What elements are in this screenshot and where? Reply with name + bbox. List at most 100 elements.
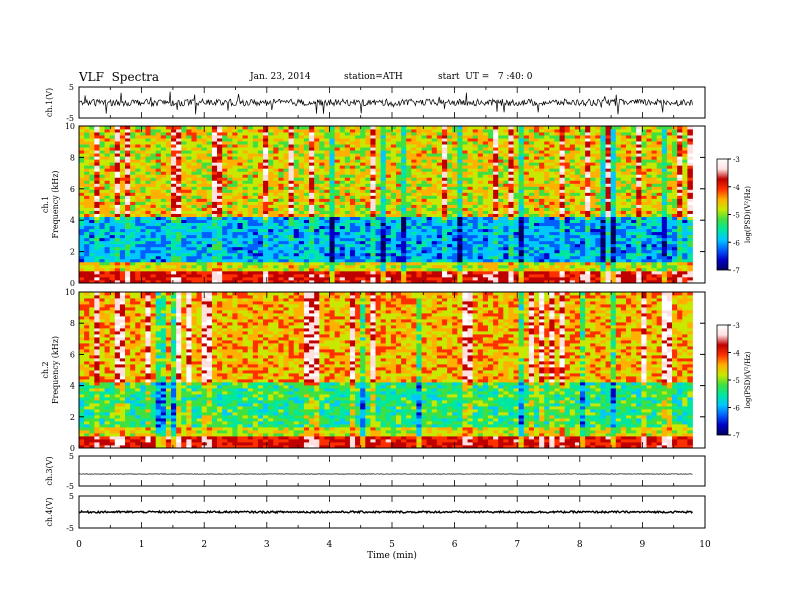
spectrogram-cell: [636, 177, 642, 181]
spectrogram-cell: [595, 180, 601, 184]
spectrogram-cell: [181, 276, 187, 281]
spectrogram-cell: [150, 261, 157, 266]
spectrogram-cell: [135, 276, 141, 281]
spectrogram-cell: [344, 195, 351, 199]
spectrogram-cell: [114, 264, 121, 269]
spectrogram-cell: [508, 231, 514, 236]
spectrogram-cell: [247, 246, 254, 251]
spectrogram-cell: [135, 192, 141, 196]
spectrogram-cell: [263, 219, 269, 224]
spectrogram-cell: [615, 201, 622, 205]
spectrogram-cell: [513, 261, 520, 266]
spectrogram-cell: [590, 165, 596, 169]
spectrogram-cell: [227, 225, 233, 230]
spectrogram-cell: [431, 267, 438, 272]
spectrogram-cell: [329, 195, 336, 199]
spectrogram-cell: [125, 222, 131, 227]
spectrogram-cell: [140, 273, 146, 278]
spectrogram-cell: [109, 183, 116, 187]
spectrogram-cell: [641, 210, 647, 214]
spectrogram-cell: [298, 246, 305, 251]
spectrogram-cell: [380, 216, 387, 220]
spectrogram-cell: [206, 240, 213, 245]
spectrogram-cell: [119, 180, 126, 184]
spectrogram-cell: [293, 258, 300, 263]
spectrogram-cell: [487, 276, 494, 281]
spectrogram-cell: [651, 162, 658, 166]
spectrogram-cell: [620, 249, 627, 254]
spectrogram-cell: [600, 252, 606, 257]
spectrogram-cell: [349, 276, 356, 281]
spectrogram-cell: [237, 279, 243, 284]
spectrogram-cell: [288, 270, 295, 275]
spectrogram-cell: [309, 204, 315, 208]
spectrogram-cell: [206, 162, 213, 166]
spectrogram-cell: [677, 192, 683, 196]
spectrogram-cell: [303, 168, 310, 172]
spectrogram-cell: [329, 180, 336, 184]
spectrogram-cell: [94, 177, 100, 181]
spectrogram-cell: [528, 216, 535, 220]
spectrogram-cell: [365, 243, 371, 248]
spectrogram-cell: [682, 276, 688, 281]
spectrogram-cell: [528, 267, 535, 272]
spectrogram-cell: [314, 234, 320, 239]
spectrogram-cell: [457, 204, 463, 208]
spectrogram-cell: [651, 228, 658, 233]
spectrogram-cell: [99, 231, 105, 236]
spectrogram-cell: [160, 174, 167, 178]
spectrogram-cell: [595, 264, 601, 269]
spectrogram-cell: [263, 243, 269, 248]
spectrogram-cell: [84, 195, 90, 199]
spectrogram-cell: [544, 195, 550, 199]
spectrogram-cell: [196, 225, 203, 230]
spectrogram-cell: [656, 189, 663, 193]
spectrogram-cell: [528, 165, 535, 169]
spectrogram-cell: [482, 246, 489, 251]
spectrogram-cell: [462, 213, 468, 217]
spectrogram-cell: [293, 180, 300, 184]
spectrogram-cell: [268, 261, 274, 266]
spectrogram-cell: [237, 264, 243, 269]
spectrogram-cell: [104, 270, 111, 275]
spectrogram-cell: [677, 255, 683, 260]
spectrogram-cell: [104, 279, 111, 284]
spectrogram-cell: [452, 249, 458, 254]
spectrogram-cell: [206, 249, 213, 254]
spectrogram-cell: [600, 231, 606, 236]
spectrogram-cell: [672, 231, 678, 236]
spectrogram-cell: [196, 201, 203, 205]
spectrogram-cell: [293, 171, 300, 175]
spectrogram-cell: [687, 177, 693, 181]
spectrogram-cell: [370, 210, 376, 214]
spectrogram-cell: [605, 171, 612, 175]
spectrogram-cell: [672, 276, 678, 281]
spectrogram-cell: [646, 177, 652, 181]
spectrogram-cell: [534, 273, 540, 278]
spectrogram-cell: [390, 240, 397, 245]
spectrogram-cell: [666, 177, 673, 181]
spectrogram-cell: [385, 228, 392, 233]
spectrogram-cell: [232, 267, 238, 272]
spectrogram-cell: [181, 228, 187, 233]
spectrogram-cell: [477, 243, 484, 248]
spectrogram-cell: [544, 216, 550, 220]
spectrogram-cell: [518, 270, 525, 275]
spectrogram-cell: [549, 180, 555, 184]
spectrogram-cell: [319, 213, 325, 217]
spectrogram-cell: [145, 276, 151, 281]
spectrogram-cell: [447, 225, 453, 230]
spectrogram-cell: [523, 255, 530, 260]
spectrogram-cell: [227, 180, 233, 184]
spectrogram-cell: [165, 171, 172, 175]
spectrogram-cell: [666, 165, 673, 169]
spectrogram-cell: [487, 246, 494, 251]
spectrogram-cell: [222, 207, 228, 211]
spectrogram-cell: [431, 279, 438, 284]
spectrogram-cell: [268, 228, 274, 233]
spectrogram-cell: [135, 249, 141, 254]
spectrogram-cell: [283, 249, 289, 254]
spectrogram-cell: [677, 234, 683, 239]
spectrogram-cell: [615, 180, 622, 184]
spectrogram-cell: [334, 255, 341, 260]
